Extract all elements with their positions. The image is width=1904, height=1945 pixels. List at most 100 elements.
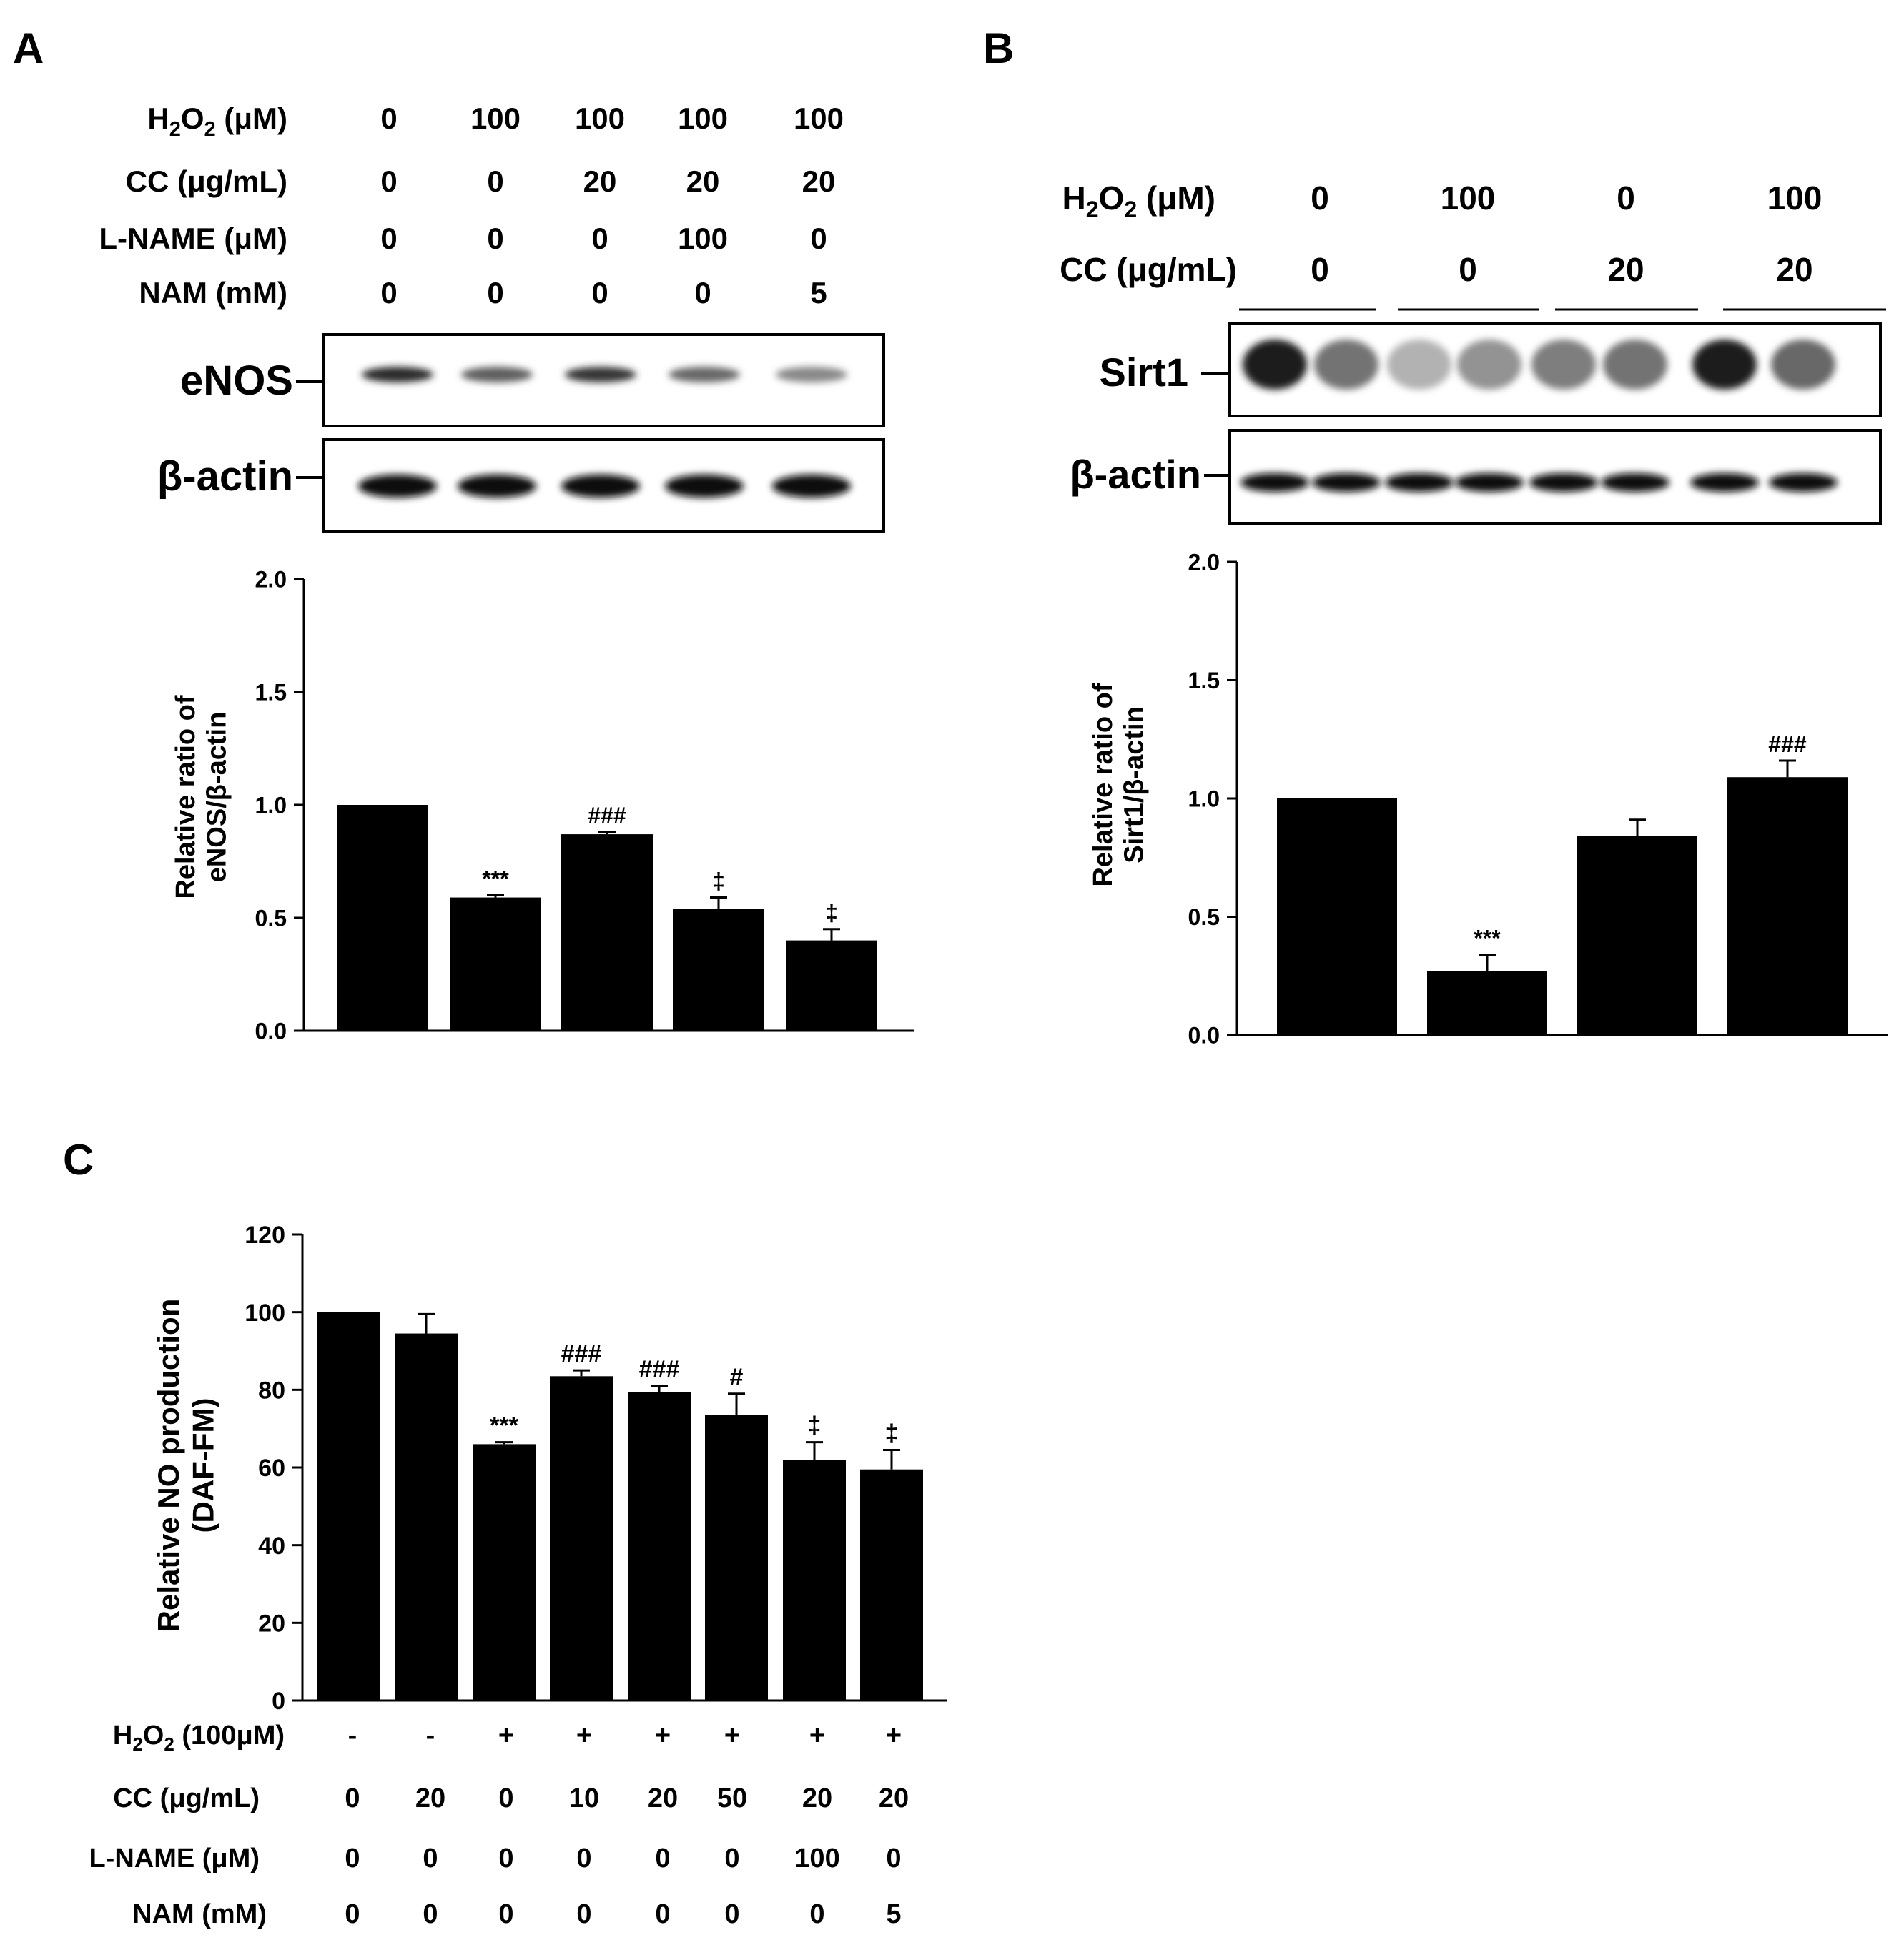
panel-c-treatment-value-r0-c7: + xyxy=(886,1721,902,1751)
panel-b-treatment-value-r1-c2: 20 xyxy=(1607,251,1644,288)
panel-c-treatment-value-r0-c1: - xyxy=(426,1721,435,1751)
panel-b-treatment-value-r1-c1: 0 xyxy=(1459,251,1477,288)
panel-b-cc-label: CC (μg/mL) xyxy=(1060,251,1237,288)
chart-a-significance-1: *** xyxy=(482,866,509,891)
panel-c-treatment-value-r2-c7: 0 xyxy=(886,1843,901,1874)
chart-c-y-tick-label-5: 100 xyxy=(245,1300,285,1327)
panel-a-treatment-value-r2-c0: 0 xyxy=(380,222,397,255)
panel-c-treatment-value-r1-c0: 0 xyxy=(345,1783,360,1813)
panel-a-treatment-value-r2-c4: 0 xyxy=(810,222,827,255)
chart-a-y-tick-label-1: 0.5 xyxy=(255,906,287,931)
panel-a-enos-band-1 xyxy=(461,367,533,382)
panel-b-actin-band-5 xyxy=(1601,473,1669,492)
chart-c-y-tick-label-3: 60 xyxy=(258,1455,285,1482)
chart-b-y-tick-label-4: 2.0 xyxy=(1188,550,1220,575)
panel-b-sirt1-label: Sirt1 xyxy=(1100,350,1189,395)
panel-c-treatment-value-r1-c4: 20 xyxy=(648,1783,678,1813)
panel-c-treatment-value-r2-c1: 0 xyxy=(423,1843,438,1874)
panel-b-sirt1-band-0 xyxy=(1243,340,1307,390)
chart-c-bar-0 xyxy=(317,1312,380,1701)
panel-a-enos-band-3 xyxy=(669,367,740,382)
panel-b-treatment-value-r0-c1: 100 xyxy=(1441,179,1496,217)
chart-a-y-tick-label-2: 1.0 xyxy=(255,793,287,818)
panel-b-actin-label: β-actin xyxy=(1070,452,1201,497)
panel-c-treatment-value-r1-c2: 0 xyxy=(498,1783,513,1813)
panel-b-treatment-table: H2O2 (μM) CC (μg/mL) 0 100 0 100 0 0 20 20 xyxy=(1060,179,1886,311)
panel-a-nam-label: NAM (mM) xyxy=(139,276,287,310)
panel-c-treatment-value-r0-c4: + xyxy=(655,1721,671,1751)
panel-a-actin-band-2 xyxy=(561,475,640,498)
panel-b-sirt1-band-4 xyxy=(1531,340,1596,390)
panel-a-enos-band-0 xyxy=(362,367,433,382)
panel-a-treatment-value-r2-c1: 0 xyxy=(487,222,503,255)
chart-b-bar-2 xyxy=(1577,836,1697,1035)
chart-a-significance-2: ### xyxy=(588,803,626,828)
panel-a-actin-band-0 xyxy=(358,475,437,498)
panel-a-treatment-table: H2O2 (μM) CC (μg/mL) L-NAME (μM) NAM (mM… xyxy=(99,102,844,310)
panel-a-treatment-value-r0-c1: 100 xyxy=(470,102,521,135)
panel-a-h2o2-label: H2O2 (μM) xyxy=(147,102,287,141)
chart-c-y-tick-label-1: 20 xyxy=(258,1610,285,1638)
panel-a-treatment-value-r3-c3: 0 xyxy=(694,276,711,310)
panel-c-lname-label: L-NAME (μM) xyxy=(89,1843,260,1874)
chart-b-y-tick-label-3: 1.5 xyxy=(1188,668,1220,693)
panel-c-treatment-value-r3-c5: 0 xyxy=(724,1899,739,1929)
panel-c-nam-label: NAM (mM) xyxy=(132,1899,267,1929)
chart-c-bar-7 xyxy=(860,1469,923,1701)
chart-c-y-tick-label-4: 80 xyxy=(258,1377,285,1405)
chart-c-y-tick-label-6: 120 xyxy=(245,1222,285,1249)
panel-a-treatment-value-r0-c3: 100 xyxy=(678,102,728,135)
panel-a-actin-label: β-actin xyxy=(157,453,293,500)
chart-a-bar-3 xyxy=(673,909,764,1031)
panel-b-sirt1-band-7 xyxy=(1771,340,1835,390)
chart-a-bar-0 xyxy=(337,805,428,1031)
chart-c-significance-6: ‡ xyxy=(808,1412,822,1440)
panel-label-c: C xyxy=(63,1136,94,1184)
panel-a-enos-band-2 xyxy=(565,367,636,382)
chart-b-significance-1: *** xyxy=(1474,925,1501,951)
panel-b-treatment-value-r0-c2: 0 xyxy=(1617,179,1635,217)
panel-c-treatment-value-r0-c5: + xyxy=(724,1721,740,1751)
panel-c-treatment-value-r1-c7: 20 xyxy=(879,1783,909,1813)
panel-b-sirt1-band-3 xyxy=(1457,340,1521,390)
panel-a-enos-band-4 xyxy=(776,367,847,382)
chart-c-significance-7: ‡ xyxy=(885,1420,899,1447)
panel-c-treatment-value-r3-c0: 0 xyxy=(345,1899,360,1929)
panel-c-treatment-value-r1-c1: 20 xyxy=(415,1783,445,1813)
panel-b-sirt1-band-5 xyxy=(1603,340,1667,390)
panel-a-western-blot: eNOS β-actin xyxy=(157,333,885,533)
panel-a-treatment-value-r3-c1: 0 xyxy=(487,276,503,310)
panel-b-actin-band-7 xyxy=(1769,473,1838,492)
chart-b-bar-1 xyxy=(1427,971,1547,1035)
panel-a-actin-band-3 xyxy=(665,475,744,498)
panel-a-treatment-value-r3-c2: 0 xyxy=(591,276,608,310)
chart-a-bar-1 xyxy=(450,897,541,1031)
chart-a-bar-4 xyxy=(786,940,877,1031)
panel-c-treatment-value-r1-c6: 20 xyxy=(802,1783,832,1813)
chart-a-y-tick-label-0: 0.0 xyxy=(255,1019,287,1044)
panel-a-actin-band-4 xyxy=(772,475,851,498)
chart-b-y-tick-label-0: 0.0 xyxy=(1188,1023,1220,1049)
panel-a-bar-chart: 0.0 0.5 1.0 1.5 2.0 Relative ratio ofeNOS/β-a… xyxy=(171,567,914,1044)
chart-c-bar-2 xyxy=(473,1444,536,1701)
panel-c-treatment-value-r3-c3: 0 xyxy=(576,1899,591,1929)
chart-b-significance-3: ### xyxy=(1768,731,1807,757)
panel-b-actin-band-3 xyxy=(1455,473,1524,492)
panel-c-treatment-value-r2-c4: 0 xyxy=(655,1843,670,1874)
panel-a-cc-label: CC (μg/mL) xyxy=(126,164,287,198)
panel-b-h2o2-label: H2O2 (μM) xyxy=(1062,179,1216,222)
chart-c-significance-4: ### xyxy=(639,1356,680,1383)
panel-c-treatment-value-r3-c2: 0 xyxy=(498,1899,513,1929)
chart-c-bar-3 xyxy=(550,1376,613,1701)
panel-b-actin-band-2 xyxy=(1385,473,1454,492)
panel-c-treatment-value-r3-c1: 0 xyxy=(423,1899,438,1929)
panel-c-treatment-value-r3-c7: 5 xyxy=(886,1899,901,1929)
panel-a-actin-band-1 xyxy=(458,475,536,498)
panel-b-sirt1-band-2 xyxy=(1387,340,1451,390)
chart-b-y-tick-label-1: 0.5 xyxy=(1188,904,1220,930)
chart-c-significance-3: ### xyxy=(561,1340,602,1367)
panel-b-treatment-value-r0-c3: 100 xyxy=(1767,179,1822,217)
chart-c-significance-5: # xyxy=(730,1364,744,1391)
chart-c-bar-6 xyxy=(783,1460,846,1701)
chart-a-bar-2 xyxy=(561,834,653,1031)
